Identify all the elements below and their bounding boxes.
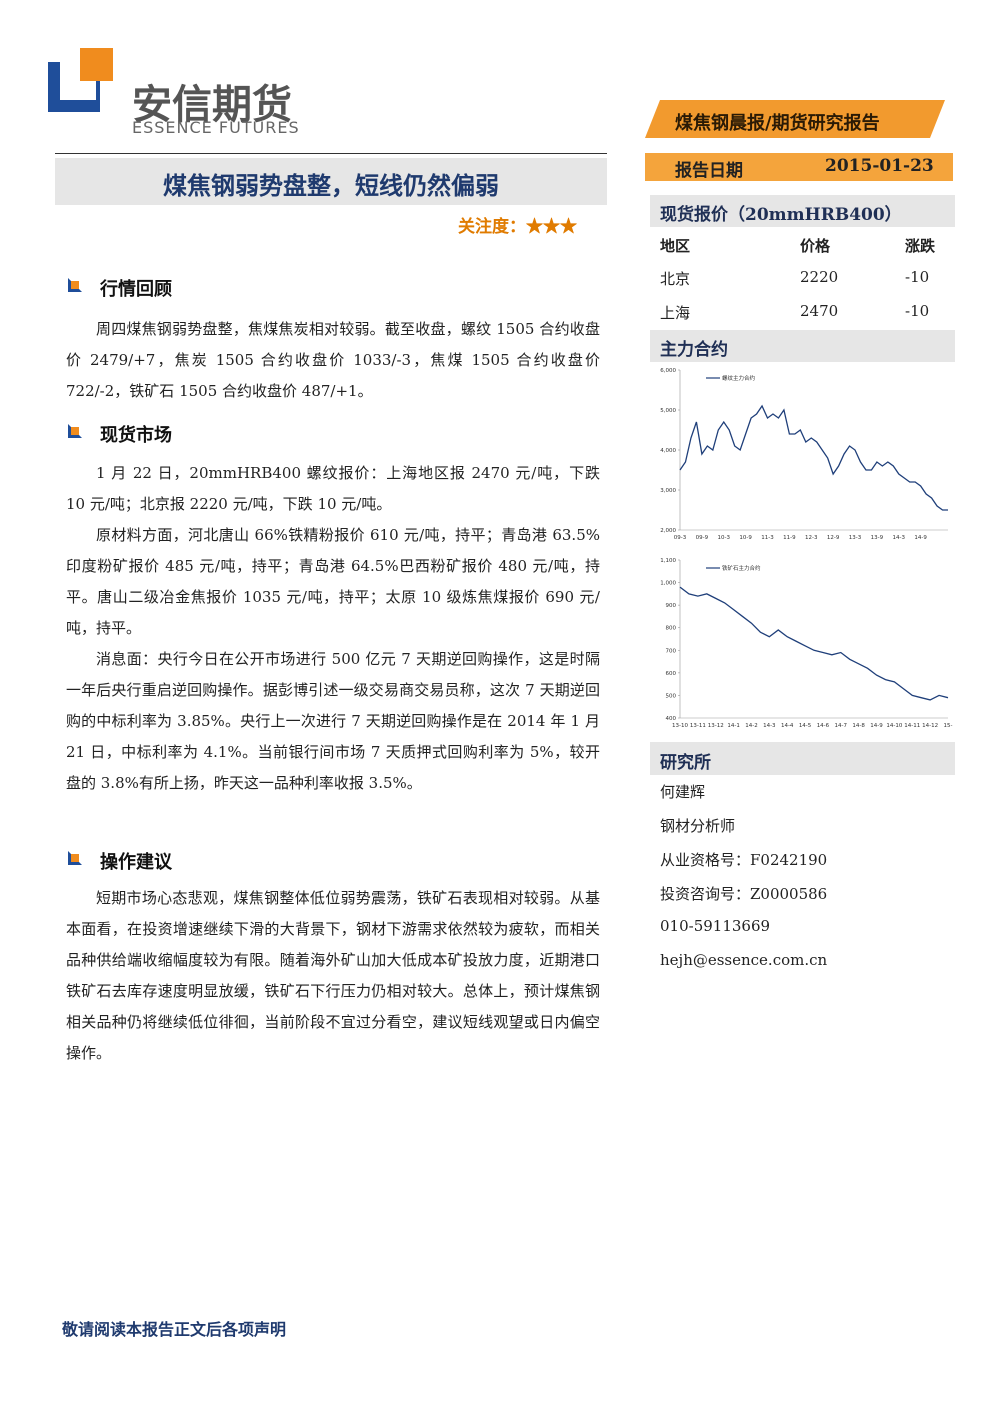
company-en: ESSENCE FUTURES	[132, 118, 300, 137]
section-heading: 行情回顾	[100, 279, 172, 300]
y-tick-label: 3,000	[660, 488, 676, 494]
x-tick-label: 13-3	[849, 535, 862, 541]
table-header: 地区	[660, 237, 691, 255]
x-tick-label: 14-3	[763, 723, 776, 729]
x-tick-label: 11-3	[761, 535, 774, 541]
table-cell: 上海	[660, 304, 691, 322]
title-box	[55, 158, 607, 205]
y-tick-label: 2,000	[660, 528, 676, 534]
x-tick-label: 14-12	[922, 723, 938, 729]
contracts-box	[650, 330, 955, 362]
section-icon	[68, 851, 82, 865]
table-header: 价格	[800, 237, 831, 255]
x-tick-label: 15-	[944, 723, 953, 729]
x-tick-label: 14-2	[745, 723, 757, 729]
x-tick-label: 14-6	[817, 723, 830, 729]
x-tick-label: 13-10	[672, 723, 688, 729]
paragraph: 周四煤焦钢弱势盘整，焦煤焦炭相对较弱。截至收盘，螺纹 1505 合约收盘价 24…	[66, 320, 600, 400]
y-tick-label: 700	[666, 648, 677, 654]
y-tick-label: 1,000	[660, 581, 676, 587]
research-line: 投资咨询号：Z0000586	[660, 885, 828, 903]
y-tick-label: 1,100	[660, 558, 676, 564]
legend-label: 铁矿石主力合约	[722, 564, 761, 572]
x-tick-label: 14-4	[781, 723, 794, 729]
x-tick-label: 14-7	[835, 723, 848, 729]
x-tick-label: 14-5	[799, 723, 812, 729]
x-tick-label: 10-9	[739, 535, 752, 541]
x-tick-label: 10-3	[718, 535, 731, 541]
spot-title: 现货报价（20mmHRB400）	[660, 205, 902, 225]
x-tick-label: 13-11	[690, 723, 706, 729]
x-tick-label: 14-9	[870, 723, 883, 729]
y-tick-label: 900	[666, 603, 677, 609]
x-tick-label: 09-3	[674, 535, 687, 541]
rule	[55, 153, 607, 154]
y-tick-label: 5,000	[660, 408, 676, 414]
research-line: 010-59113669	[660, 917, 771, 935]
paragraph: 原材料方面，河北唐山 66%铁精粉报价 610 元/吨，持平；青岛港 63.5%…	[66, 526, 600, 637]
logo	[48, 48, 113, 112]
company: 安信期货	[132, 82, 292, 128]
x-tick-label: 13-12	[708, 723, 724, 729]
research-title: 研究所	[660, 753, 711, 773]
x-tick-label: 14-1	[727, 723, 739, 729]
x-tick-label: 09-9	[696, 535, 709, 541]
line	[679, 586, 949, 701]
y-tick-label: 600	[666, 671, 677, 677]
research-box	[650, 742, 955, 775]
research-line: 何建辉	[660, 783, 706, 801]
title: 煤焦钢弱势盘整，短线仍然偏弱	[163, 171, 499, 200]
x-tick-label: 14-9	[914, 535, 927, 541]
section-heading: 操作建议	[100, 852, 172, 873]
research-line: hejh@essence.com.cn	[660, 951, 828, 969]
spot-box	[650, 195, 955, 227]
chart: 400 500 600 700 800 900 1,000 1,100 13-10 13-11 13…	[660, 558, 953, 729]
y-tick-label: 400	[666, 716, 677, 722]
paragraph: 消息面：央行今日在公开市场进行 500 亿元 7 天期逆回购操作，这是时隔一年后…	[66, 650, 600, 792]
y-tick-label: 6,000	[660, 368, 676, 374]
research-line: 从业资格号：F0242190	[660, 851, 828, 869]
chart: 2,000 3,000 4,000 5,000 6,000 09-3 09-9 10-3 10-…	[660, 368, 948, 541]
x-tick-label: 12-3	[805, 535, 818, 541]
x-tick-label: 14-11	[904, 723, 920, 729]
table-cell: 北京	[660, 270, 691, 288]
research-line: 钢材分析师	[660, 817, 736, 835]
table-cell: -10	[905, 268, 930, 286]
x-tick-label: 13-9	[871, 535, 884, 541]
contracts-title: 主力合约	[660, 340, 728, 360]
banner	[645, 100, 945, 138]
date-box	[645, 153, 953, 181]
section-icon	[68, 424, 82, 438]
x-tick-label: 14-3	[893, 535, 906, 541]
y-tick-label: 800	[666, 626, 677, 632]
x-tick-label: 11-9	[783, 535, 796, 541]
paragraph: 短期市场心态悲观，煤焦钢整体低位弱势震荡，铁矿石表现相对较弱。从基本面看，在投资…	[66, 889, 600, 1062]
paragraph: 1 月 22 日，20mmHRB400 螺纹报价：上海地区报 2470 元/吨，…	[66, 464, 600, 513]
attention: 关注度：★★★	[458, 217, 577, 237]
y-tick-label: 500	[666, 693, 677, 699]
x-tick-label: 12-9	[827, 535, 840, 541]
table-header: 涨跌	[905, 237, 936, 255]
banner-text: 煤焦钢晨报/期货研究报告	[675, 113, 880, 134]
y-tick-label: 4,000	[660, 448, 676, 454]
table-cell: 2220	[800, 268, 839, 286]
line	[679, 404, 948, 511]
footer: 敬请阅读本报告正文后各项声明	[62, 1320, 287, 1339]
section-heading: 现货市场	[100, 425, 172, 446]
table-cell: -10	[905, 302, 930, 320]
date: 2015-01-23	[825, 156, 934, 176]
section-icon	[68, 278, 82, 292]
legend-label: 螺纹主力合约	[722, 374, 756, 382]
x-tick-label: 14-10	[886, 723, 902, 729]
table-cell: 2470	[800, 302, 839, 320]
x-tick-label: 14-8	[852, 723, 865, 729]
date-label: 报告日期	[675, 161, 743, 181]
